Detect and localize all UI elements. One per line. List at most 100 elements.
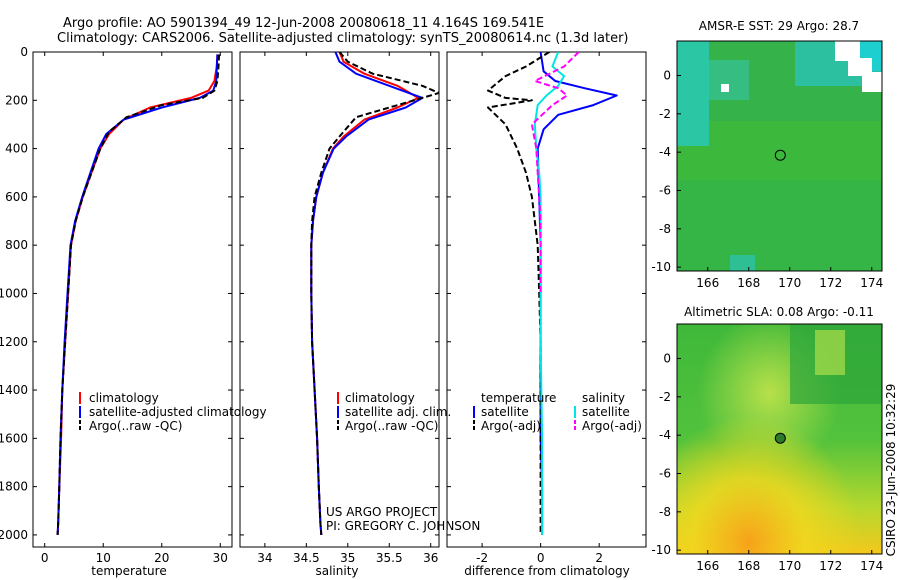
legend-label-sal-argo: Argo(-adj) xyxy=(582,419,642,433)
x-tick-label: 0 xyxy=(41,551,49,565)
salinity-x-ticks: 34 34.5 35 35.5 36 xyxy=(257,52,438,565)
difference-profile-lines xyxy=(487,52,618,535)
legend-label-argo: Argo(..raw -QC) xyxy=(345,419,438,433)
y-tick-label: 1400 xyxy=(0,383,28,397)
y-tick-label: 600 xyxy=(5,190,28,204)
series-line xyxy=(56,54,219,535)
x-tick-label: 20 xyxy=(154,551,169,565)
salinity-y-ticks xyxy=(240,51,439,536)
sst-cyan-bottom xyxy=(730,255,755,271)
map-y-tick-label: -10 xyxy=(651,260,671,274)
salinity-legend: climatology satellite adj. clim. Argo(..… xyxy=(337,391,451,433)
map-x-tick-label: 172 xyxy=(819,276,842,290)
y-tick-label: 200 xyxy=(5,93,28,107)
argo-position-marker xyxy=(774,149,786,161)
series-line xyxy=(56,54,219,535)
difference-axes-box xyxy=(446,51,647,548)
y-tick-label: 2000 xyxy=(0,528,28,542)
series-line xyxy=(487,52,550,535)
map-y-tick-label: 0 xyxy=(663,69,671,83)
legend-label-temp-argo: Argo(-adj) xyxy=(481,419,541,433)
legend-label-temp-satellite: satellite xyxy=(481,405,529,419)
map-y-tick-label: 0 xyxy=(663,352,671,366)
salinity-panel: 34 34.5 35 35.5 36 salinity climatology sate… xyxy=(239,51,480,578)
sst-map-ticks: 166 168 170 172 174 0 -2 -4 -6 -8 -10 xyxy=(651,69,883,291)
project-credit: US ARGO PROJECT xyxy=(326,505,438,519)
series-line xyxy=(310,52,420,535)
timestamp-stamp: CSIRO 23-Jun-2008 10:32:29 xyxy=(884,384,898,557)
x-tick-label: 36 xyxy=(423,551,438,565)
x-tick-label: 10 xyxy=(96,551,111,565)
temperature-profile-lines xyxy=(56,54,221,535)
series-line xyxy=(310,52,424,535)
series-line xyxy=(56,54,221,535)
x-tick-label: 0 xyxy=(537,551,545,565)
sst-missing-pixel-1 xyxy=(835,41,860,61)
legend-heading-temperature: temperature xyxy=(481,391,556,405)
map-x-tick-label: 174 xyxy=(860,276,883,290)
x-tick-label: 34 xyxy=(257,551,272,565)
y-tick-label: 1600 xyxy=(0,431,28,445)
y-tick-label: 1200 xyxy=(0,335,28,349)
y-tick-label: 1800 xyxy=(0,480,28,494)
series-line xyxy=(533,52,566,535)
map-x-tick-label: 166 xyxy=(696,559,719,573)
legend-label-argo: Argo(..raw -QC) xyxy=(89,419,182,433)
x-tick-label: 35 xyxy=(340,551,355,565)
difference-panel: -2 0 2 difference from climatology tempera… xyxy=(446,51,647,578)
sst-cyan-patch-left xyxy=(677,41,709,146)
x-tick-label: 30 xyxy=(213,551,228,565)
series-line xyxy=(536,52,618,535)
map-y-tick-label: -2 xyxy=(659,107,671,121)
y-tick-label: 800 xyxy=(5,238,28,252)
map-y-tick-label: -6 xyxy=(659,184,671,198)
map-x-tick-label: 170 xyxy=(778,276,801,290)
map-y-tick-label: -8 xyxy=(659,505,671,519)
map-x-tick-label: 166 xyxy=(696,276,719,290)
legend-label-climatology: climatology xyxy=(89,391,159,405)
sla-map-ticks: 166 168 170 172 174 0 -2 -4 -6 -8 -10 xyxy=(651,352,883,574)
sst-map-image xyxy=(677,41,882,271)
temperature-legend: climatology satellite-adjusted climatolo… xyxy=(79,391,267,433)
sst-cyan-patch-upper xyxy=(709,60,749,100)
map-y-tick-label: -2 xyxy=(659,390,671,404)
map-y-tick-label: -8 xyxy=(659,222,671,236)
difference-x-ticks: -2 0 2 xyxy=(476,52,603,565)
sst-green-lower xyxy=(677,180,882,271)
x-tick-label: 2 xyxy=(595,551,603,565)
series-line xyxy=(310,52,439,535)
salinity-profile-lines xyxy=(310,52,439,535)
sla-map-frame xyxy=(676,323,883,555)
legend-label-sal-satellite: satellite xyxy=(582,405,630,419)
sst-map-panel: AMSR-E SST: 29 Argo: 28.7 166 168 170 172 17… xyxy=(651,19,883,290)
legend-label-satellite: satellite-adjusted climatology xyxy=(89,405,267,419)
sla-map-panel: Altimetric SLA: 0.08 Argo: -0.11 166 168 1… xyxy=(651,305,883,573)
pi-credit: PI: GREGORY C. JOHNSON xyxy=(326,519,480,533)
map-x-tick-label: 170 xyxy=(778,559,801,573)
sst-map-title: AMSR-E SST: 29 Argo: 28.7 xyxy=(699,19,859,33)
temperature-x-ticks: 0 10 20 30 xyxy=(41,52,228,565)
figure-title-line1: Argo profile: AO 5901394_49 12-Jun-2008 … xyxy=(63,16,544,31)
salinity-axes-box xyxy=(239,51,440,548)
temperature-x-label: temperature xyxy=(91,564,166,578)
legend-label-satellite: satellite adj. clim. xyxy=(345,405,451,419)
map-x-tick-label: 168 xyxy=(737,559,760,573)
legend-label-climatology: climatology xyxy=(345,391,415,405)
map-x-tick-label: 168 xyxy=(737,276,760,290)
map-y-tick-label: -6 xyxy=(659,467,671,481)
sst-missing-pixel-4 xyxy=(721,84,729,92)
map-x-tick-label: 172 xyxy=(819,559,842,573)
map-x-tick-label: 174 xyxy=(860,559,883,573)
temperature-panel: 0 10 20 30 0 200 400 600 800 1000 1200 1400 1600 180… xyxy=(0,45,267,578)
difference-x-label: difference from climatology xyxy=(464,564,630,578)
sst-missing-pixel-3 xyxy=(862,72,882,92)
map-y-tick-label: -10 xyxy=(651,543,671,557)
sla-map-title: Altimetric SLA: 0.08 Argo: -0.11 xyxy=(684,305,874,319)
difference-y-ticks xyxy=(447,51,646,536)
y-tick-label: 1000 xyxy=(0,286,28,300)
map-y-tick-label: -4 xyxy=(659,145,671,159)
salinity-x-label: salinity xyxy=(315,564,358,578)
legend-heading-salinity: salinity xyxy=(582,391,625,405)
argo-position-marker xyxy=(774,432,786,444)
